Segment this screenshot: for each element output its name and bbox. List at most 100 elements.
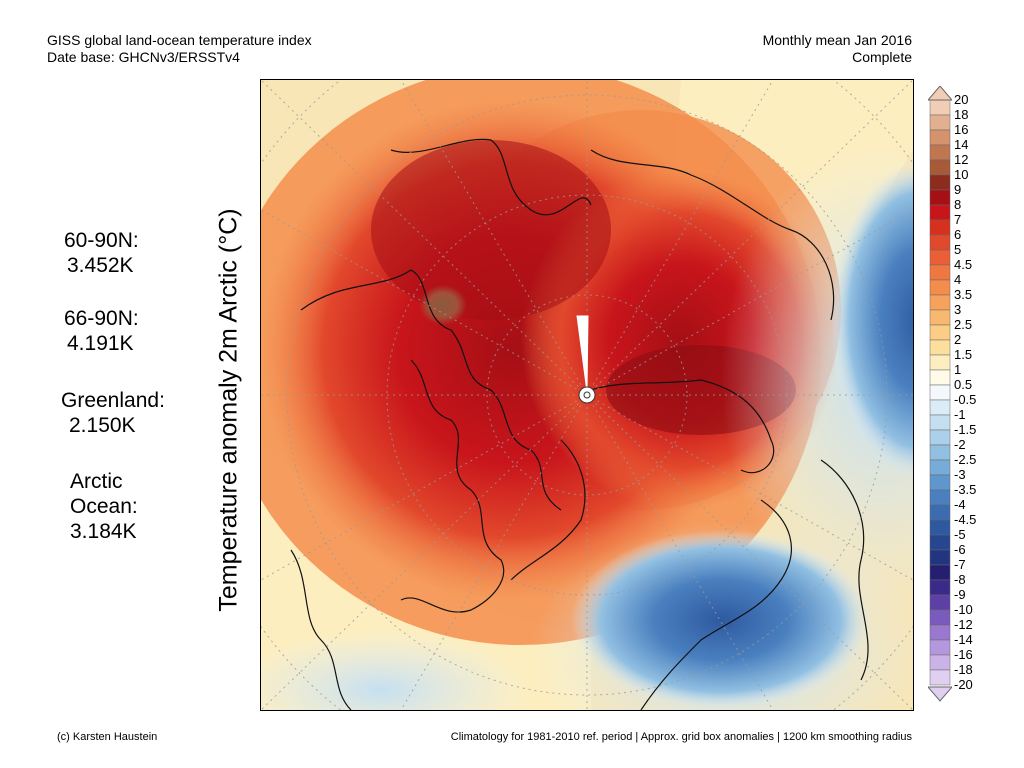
colorbar-tick-label: 10 <box>954 167 969 182</box>
colorbar-tick-label: 1 <box>954 362 962 377</box>
hot-core-north <box>371 140 611 320</box>
colorbar-cell <box>929 339 951 356</box>
colorbar-tick-label: 14 <box>954 137 969 152</box>
colorbar-cell <box>929 354 951 371</box>
colorbar-cell <box>929 99 951 116</box>
colorbar-tick-label: 4 <box>954 272 962 287</box>
colorbar-cell <box>929 204 951 221</box>
map-title: GISS global land-ocean temperature index <box>47 32 312 48</box>
colorbar-cell <box>929 654 951 671</box>
colorbar-tick-label: 3 <box>954 302 962 317</box>
colorbar-tick-label: -1.5 <box>954 422 977 437</box>
colorbar-tick-label: -16 <box>954 647 973 662</box>
colorbar-tick-label: 0.5 <box>954 377 973 392</box>
colorbar-tick-label: -0.5 <box>954 392 977 407</box>
colorbar-cell <box>929 279 951 296</box>
colorbar-cells <box>929 99 951 686</box>
colorbar-cell <box>929 399 951 416</box>
colorbar-cell <box>929 639 951 656</box>
colorbar-cell <box>929 549 951 566</box>
colorbar-tick-label: 2 <box>954 332 962 347</box>
period-label: Monthly mean Jan 2016 <box>762 32 912 48</box>
stat-value: 4.191K <box>67 332 134 355</box>
colorbar-cell <box>929 624 951 641</box>
stat-60-90n: 60-90N: 3.452K <box>64 228 139 278</box>
colorbar-tick-label: 18 <box>954 107 969 122</box>
status-label: Complete <box>852 49 912 65</box>
colorbar-tick-label: 4.5 <box>954 257 973 272</box>
stat-greenland: Greenland: 2.150K <box>61 388 165 438</box>
cold-zone-east <box>831 160 913 480</box>
colorbar-cell <box>929 564 951 581</box>
colorbar-cell <box>929 519 951 536</box>
colorbar-tick-label: 2.5 <box>954 317 973 332</box>
stat-region: 66-90N: <box>64 307 139 330</box>
credit-label: (c) Karsten Haustein <box>57 731 158 743</box>
colorbar-cell <box>929 504 951 521</box>
cold-zone-scandinavia <box>571 530 871 710</box>
colorbar-cell <box>929 144 951 161</box>
north-pole-marker <box>578 386 596 404</box>
stat-value: 3.452K <box>67 254 134 277</box>
colorbar-cell <box>929 294 951 311</box>
colorbar-cell <box>929 534 951 551</box>
header-right: Monthly mean Jan 2016 Complete <box>763 32 912 66</box>
colorbar-tick-label: -3.5 <box>954 482 977 497</box>
colorbar-axis-label: Temperature anomaly 2m Arctic (°C) <box>214 208 243 612</box>
colorbar-cell <box>929 249 951 266</box>
polar-map[interactable] <box>260 79 914 711</box>
graticule <box>261 80 913 710</box>
colorbar-cell <box>929 159 951 176</box>
colorbar-cell <box>929 609 951 626</box>
stat-value: 3.184K <box>70 520 137 543</box>
colorbar-tick-label: -10 <box>954 602 973 617</box>
colorbar-cell <box>929 459 951 476</box>
colorbar-tick-label: -4 <box>954 497 966 512</box>
colorbar-cell <box>929 189 951 206</box>
stat-arctic-ocean: Arctic Ocean: 3.184K <box>70 469 138 544</box>
colorbar-tick-label: -4.5 <box>954 512 977 527</box>
colorbar-cell <box>929 114 951 131</box>
colorbar-tick-label: -7 <box>954 557 966 572</box>
colorbar-tick-label: -8 <box>954 572 966 587</box>
colorbar-tick-label: -12 <box>954 617 973 632</box>
colorbar-tick-label: -2.5 <box>954 452 977 467</box>
stat-66-90n: 66-90N: 4.191K <box>64 306 139 356</box>
climatology-note: Climatology for 1981-2010 ref. period | … <box>450 731 912 743</box>
colorbar-cell <box>929 414 951 431</box>
anomaly-map-svg <box>261 80 913 710</box>
colorbar-cell <box>929 594 951 611</box>
colorbar-tick-label: 20 <box>954 92 969 107</box>
database-label: Date base: GHCNv3/ERSSTv4 <box>47 49 240 65</box>
header-left: GISS global land-ocean temperature index… <box>47 32 312 66</box>
colorbar <box>928 86 952 702</box>
colorbar-tick-label: 7 <box>954 212 962 227</box>
colorbar-cell <box>929 384 951 401</box>
colorbar-tick-label: -18 <box>954 662 973 677</box>
colorbar-cell <box>929 669 951 686</box>
colorbar-bottom-arrow <box>928 686 952 702</box>
colorbar-cell <box>929 579 951 596</box>
colorbar-tick-label: -6 <box>954 542 966 557</box>
pole-data-gap <box>576 315 589 393</box>
colorbar-cell <box>929 324 951 341</box>
colorbar-tick-label: 9 <box>954 182 962 197</box>
colorbar-tick-label: 5 <box>954 242 962 257</box>
colorbar-tick-label: -20 <box>954 677 973 692</box>
extreme-anomaly-spot <box>419 285 467 325</box>
colorbar-cell <box>929 429 951 446</box>
stat-region-line: Ocean: <box>70 495 138 518</box>
colorbar-tick-label: -9 <box>954 587 966 602</box>
colorbar-tick-label: 8 <box>954 197 962 212</box>
colorbar-cell <box>929 474 951 491</box>
colorbar-cell <box>929 309 951 326</box>
colorbar-tick-label: 12 <box>954 152 969 167</box>
coastlines <box>290 138 869 710</box>
colorbar-top-arrow <box>928 86 952 101</box>
colorbar-cell <box>929 234 951 251</box>
colorbar-tick-label: -3 <box>954 467 966 482</box>
colorbar-cell <box>929 129 951 146</box>
colorbar-cell <box>929 369 951 386</box>
colorbar-tick-label: 1.5 <box>954 347 973 362</box>
colorbar-tick-label: -2 <box>954 437 966 452</box>
